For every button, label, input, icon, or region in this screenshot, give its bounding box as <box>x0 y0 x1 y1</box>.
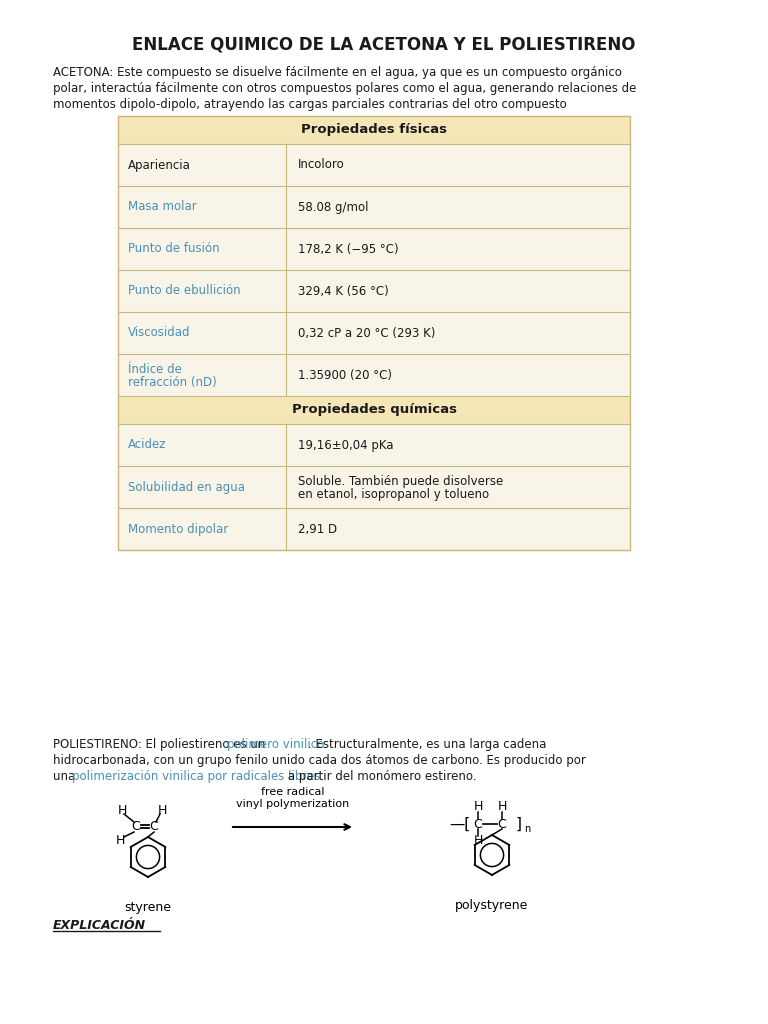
Text: H: H <box>118 805 127 817</box>
Text: H: H <box>473 835 482 848</box>
Text: Propiedades químicas: Propiedades químicas <box>292 403 456 417</box>
Bar <box>118 144 630 186</box>
Bar <box>118 228 630 270</box>
Text: refracción (nD): refracción (nD) <box>128 376 217 389</box>
Text: EXPLICACIÓN: EXPLICACIÓN <box>53 919 146 932</box>
Text: 0,32 cP a 20 °C (293 K): 0,32 cP a 20 °C (293 K) <box>298 327 435 340</box>
Text: Apariencia: Apariencia <box>128 159 191 171</box>
Bar <box>118 508 630 550</box>
Text: H: H <box>473 801 482 813</box>
Text: free radical
vinyl polymerization: free radical vinyl polymerization <box>236 787 349 809</box>
Text: Viscosidad: Viscosidad <box>128 327 190 340</box>
Text: hidrocarbonada, con un grupo fenilo unido cada dos átomos de carbono. Es produci: hidrocarbonada, con un grupo fenilo unid… <box>53 754 586 767</box>
Bar <box>118 116 630 144</box>
Text: 178,2 K (−95 °C): 178,2 K (−95 °C) <box>298 243 399 256</box>
Text: H: H <box>157 805 167 817</box>
Text: n: n <box>524 824 530 834</box>
Text: C: C <box>131 820 141 834</box>
Text: 19,16±0,04 pKa: 19,16±0,04 pKa <box>298 438 393 452</box>
Text: Solubilidad en agua: Solubilidad en agua <box>128 480 245 494</box>
Text: Momento dipolar: Momento dipolar <box>128 522 228 536</box>
Text: Acidez: Acidez <box>128 438 167 452</box>
Text: H: H <box>115 835 124 848</box>
Text: a partir del monómero estireno.: a partir del monómero estireno. <box>284 770 477 783</box>
Text: polystyrene: polystyrene <box>455 899 528 912</box>
Text: en etanol, isopropanol y tolueno: en etanol, isopropanol y tolueno <box>298 488 489 501</box>
Text: Propiedades físicas: Propiedades físicas <box>301 124 447 136</box>
Text: 2,91 D: 2,91 D <box>298 522 337 536</box>
Text: polimero vinilico: polimero vinilico <box>227 738 324 751</box>
Bar <box>118 466 630 508</box>
Text: styrene: styrene <box>124 901 171 914</box>
Bar <box>118 424 630 466</box>
Text: 58.08 g/mol: 58.08 g/mol <box>298 201 369 213</box>
Text: ]: ] <box>516 816 522 831</box>
Text: Incoloro: Incoloro <box>298 159 345 171</box>
Text: ACETONA: Este compuesto se disuelve fácilmente en el agua, ya que es un compuest: ACETONA: Este compuesto se disuelve fáci… <box>53 66 622 79</box>
Text: H: H <box>498 801 507 813</box>
Text: momentos dipolo-dipolo, atrayendo las cargas parciales contrarias del otro compu: momentos dipolo-dipolo, atrayendo las ca… <box>53 98 567 111</box>
Text: Masa molar: Masa molar <box>128 201 197 213</box>
Text: 329,4 K (56 °C): 329,4 K (56 °C) <box>298 285 389 298</box>
Text: polimerización vinilica por radicales libres: polimerización vinilica por radicales li… <box>72 770 321 783</box>
Text: 1.35900 (20 °C): 1.35900 (20 °C) <box>298 369 392 382</box>
Text: Soluble. También puede disolverse: Soluble. También puede disolverse <box>298 475 503 488</box>
Text: ENLACE QUIMICO DE LA ACETONA Y EL POLIESTIRENO: ENLACE QUIMICO DE LA ACETONA Y EL POLIES… <box>132 36 636 54</box>
Bar <box>118 270 630 312</box>
Text: C: C <box>498 817 506 830</box>
Text: . Estructuralmente, es una larga cadena: . Estructuralmente, es una larga cadena <box>309 738 547 751</box>
Bar <box>118 354 630 396</box>
Text: Índice de: Índice de <box>128 362 182 376</box>
Text: Punto de fusión: Punto de fusión <box>128 243 220 256</box>
Text: Punto de ebullición: Punto de ebullición <box>128 285 240 298</box>
Text: POLIESTIRENO: El poliestireno es un: POLIESTIRENO: El poliestireno es un <box>53 738 269 751</box>
Text: polar, interactúa fácilmente con otros compuestos polares como el agua, generand: polar, interactúa fácilmente con otros c… <box>53 82 637 95</box>
Text: una: una <box>53 770 79 783</box>
Bar <box>118 186 630 228</box>
Text: —[: —[ <box>449 816 471 831</box>
Text: C: C <box>150 820 158 834</box>
Bar <box>118 312 630 354</box>
Bar <box>118 396 630 424</box>
Text: C: C <box>474 817 482 830</box>
Bar <box>118 116 630 550</box>
